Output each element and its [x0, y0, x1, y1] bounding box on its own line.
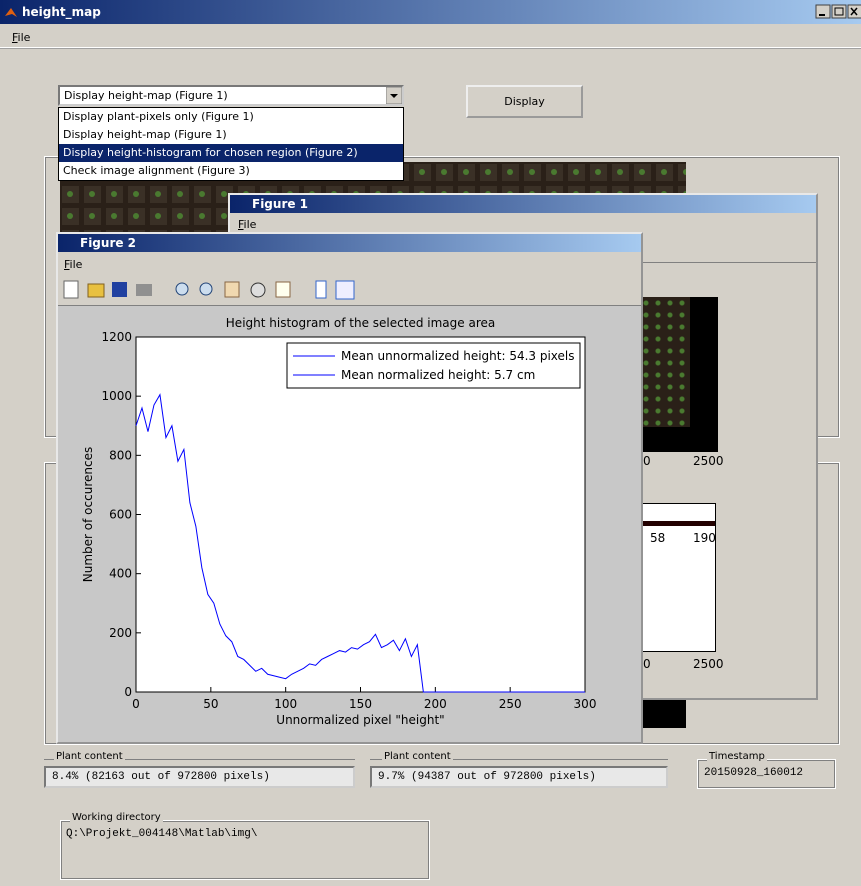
x-tick-label: 200	[424, 697, 447, 711]
dropdown[interactable]: Display height-map (Figure 1)	[58, 85, 404, 106]
plot-area	[135, 336, 586, 693]
dropdown-option[interactable]: Display height-map (Figure 1)	[63, 128, 227, 141]
dropdown-arrow[interactable]	[386, 87, 402, 104]
figure1-tick-label: 0	[643, 454, 651, 468]
histogram-line	[135, 393, 585, 693]
group-label: Plant content	[54, 751, 125, 762]
x-tick-label: 150	[349, 697, 372, 711]
plant-content-field: 8.4% (82163 out of 972800 pixels)	[44, 766, 355, 788]
dropdown-list: Display plant-pixels only (Figure 1) Disp…	[58, 107, 404, 181]
figure1-tick-label: 190	[693, 531, 716, 545]
figure1-tick-label: 58	[650, 531, 666, 545]
dropdown-option[interactable]: Display height-histogram for chosen regi…	[59, 144, 403, 162]
legend-label: Mean unnormalized height: 54.3 pixels	[341, 349, 575, 363]
x-tick-label: 250	[499, 697, 522, 711]
figure1-menu-file[interactable]: File	[238, 218, 257, 231]
group-label: Working directory	[70, 812, 163, 823]
group-label: Plant content	[382, 751, 453, 762]
x-tick-label: 0	[132, 697, 140, 711]
menu-separator	[0, 47, 861, 49]
y-tick-label: 0	[124, 685, 132, 699]
group-line	[370, 759, 668, 760]
y-tick-label: 1200	[101, 330, 132, 344]
x-tick-label: 300	[574, 697, 597, 711]
legend-box	[286, 342, 581, 389]
figure1-title-bar: Figure 1	[230, 195, 816, 213]
matlab-icon	[5, 8, 17, 17]
chart-title: Height histogram of the selected image a…	[226, 316, 495, 330]
legend-label: Mean normalized height: 5.7 cm	[341, 368, 535, 382]
dropdown-option[interactable]: Check image alignment (Figure 3)	[63, 164, 250, 177]
figure1-tick-label: 2500	[693, 454, 724, 468]
display-button[interactable]: Display	[466, 85, 583, 118]
x-tick-label: 50	[203, 697, 218, 711]
window-buttons[interactable]	[815, 4, 861, 20]
y-tick-label: 400	[109, 567, 132, 581]
y-tick-label: 600	[109, 508, 132, 522]
x-tick-label: 100	[274, 697, 297, 711]
y-tick-label: 800	[109, 448, 132, 462]
plant-content-field: 9.7% (94387 out of 972800 pixels)	[370, 766, 668, 788]
working-directory-group	[60, 820, 430, 880]
figure2-toolbar[interactable]	[62, 278, 362, 302]
figure1-plot	[640, 503, 716, 652]
figure1-tick-label: 0	[643, 657, 651, 671]
x-axis-label: Unnormalized pixel "height"	[276, 713, 444, 727]
image-bottom	[640, 700, 686, 728]
timestamp-value: 20150928_160012	[704, 767, 804, 779]
figure2-title-bar: Figure 2	[58, 234, 641, 252]
y-axis-label: Number of occurences	[81, 447, 95, 582]
y-tick-label: 1000	[101, 389, 132, 403]
main-title-bar: height_map	[0, 0, 861, 24]
group-line	[44, 759, 355, 760]
menu-file[interactable]: File	[12, 31, 31, 44]
group-label: Timestamp	[707, 751, 767, 762]
figure1-tick-label: 2500	[693, 657, 724, 671]
y-tick-label: 200	[109, 626, 132, 640]
figure2-menu-file[interactable]: File	[64, 258, 83, 271]
figure1-image	[640, 297, 718, 452]
dropdown-option[interactable]: Display plant-pixels only (Figure 1)	[63, 110, 254, 123]
working-directory-value: Q:\Projekt_004148\Matlab\img\	[66, 828, 258, 840]
